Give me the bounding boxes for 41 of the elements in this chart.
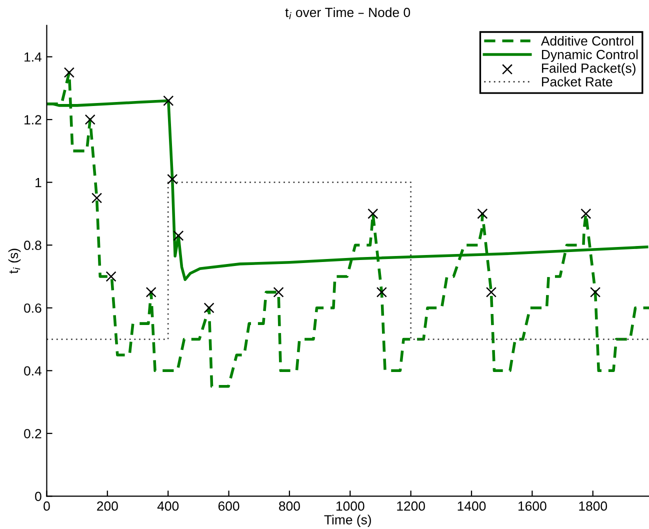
x-tick-label: 600 [218,501,240,511]
y-tick-label: 1 [36,178,42,188]
y-axis-title: t$_{i}$ (s) [8,248,21,274]
point [580,208,592,219]
y-tick-label: 1.2 [24,115,42,124]
y-tick-label: 0.2 [24,428,42,438]
x-tick-label: 0 [44,501,50,511]
point [376,286,387,298]
point [163,95,174,106]
legend-label: Additive Control [540,36,634,46]
x-tick-label: 1800 [579,501,608,511]
legend-label: Dynamic Control [542,50,638,62]
point [92,192,102,204]
chart-title: t$_{i}$ over Time – Node 0 [285,7,410,20]
point [146,286,156,298]
y-tick-label: 0.4 [24,366,42,376]
point [64,67,74,78]
x-tick-label: 800 [279,501,300,511]
x-tick-label: 1400 [458,501,486,511]
y-tick-label: 1.4 [24,52,42,62]
y-tick-label: 0.8 [24,240,42,250]
point [84,114,96,125]
point [590,286,601,298]
x-tick-label: 1600 [518,501,546,511]
legend-label: Failed Packet(s) [542,63,636,76]
point [173,230,184,241]
x-tick-label: 200 [97,501,118,511]
legend-label: Packet Rate [542,76,612,86]
point [204,302,214,314]
point [167,174,178,184]
y-tick-label: 0 [35,492,42,502]
point [273,286,284,298]
y-tick-label: 0.6 [24,303,42,313]
point [106,271,116,282]
x-tick-label: 400 [157,501,179,511]
x-tick-label: 1000 [336,501,364,511]
point [486,286,497,298]
point [368,208,378,219]
x-tick-label: 1200 [397,501,425,511]
point [477,208,488,219]
x-axis-title: Time (s) [324,514,371,528]
